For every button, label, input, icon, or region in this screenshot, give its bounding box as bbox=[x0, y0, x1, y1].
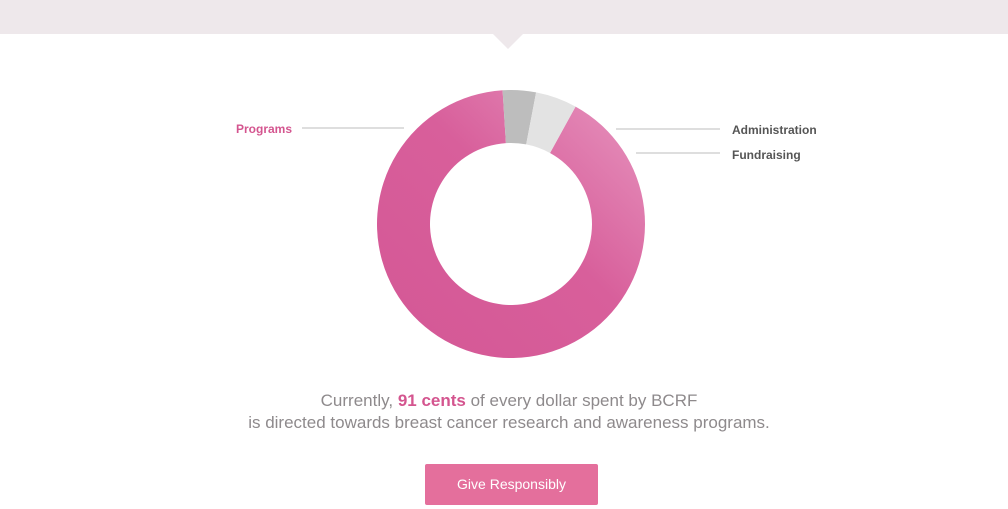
give-responsibly-button[interactable]: Give Responsibly bbox=[425, 464, 598, 505]
caption: Currently, 91 cents of every dollar spen… bbox=[0, 390, 1008, 434]
donut-slice-programs bbox=[377, 90, 645, 359]
caption-line-2: is directed towards breast cancer resear… bbox=[248, 413, 770, 432]
slice-label-programs: Programs bbox=[236, 122, 293, 136]
top-notch-pointer bbox=[493, 34, 523, 49]
caption-line-1: Currently, 91 cents of every dollar spen… bbox=[0, 390, 1008, 412]
donut-slice-administration bbox=[502, 90, 537, 145]
slice-label-administration: Administration bbox=[732, 123, 817, 137]
slice-label-fundraising: Fundraising bbox=[732, 148, 801, 162]
caption-suffix: of every dollar spent by BCRF bbox=[470, 391, 698, 410]
caption-prefix: Currently, bbox=[320, 391, 394, 410]
donut-slice-fundraising bbox=[526, 92, 576, 154]
top-band bbox=[0, 0, 1008, 34]
caption-highlight: 91 cents bbox=[397, 391, 466, 410]
